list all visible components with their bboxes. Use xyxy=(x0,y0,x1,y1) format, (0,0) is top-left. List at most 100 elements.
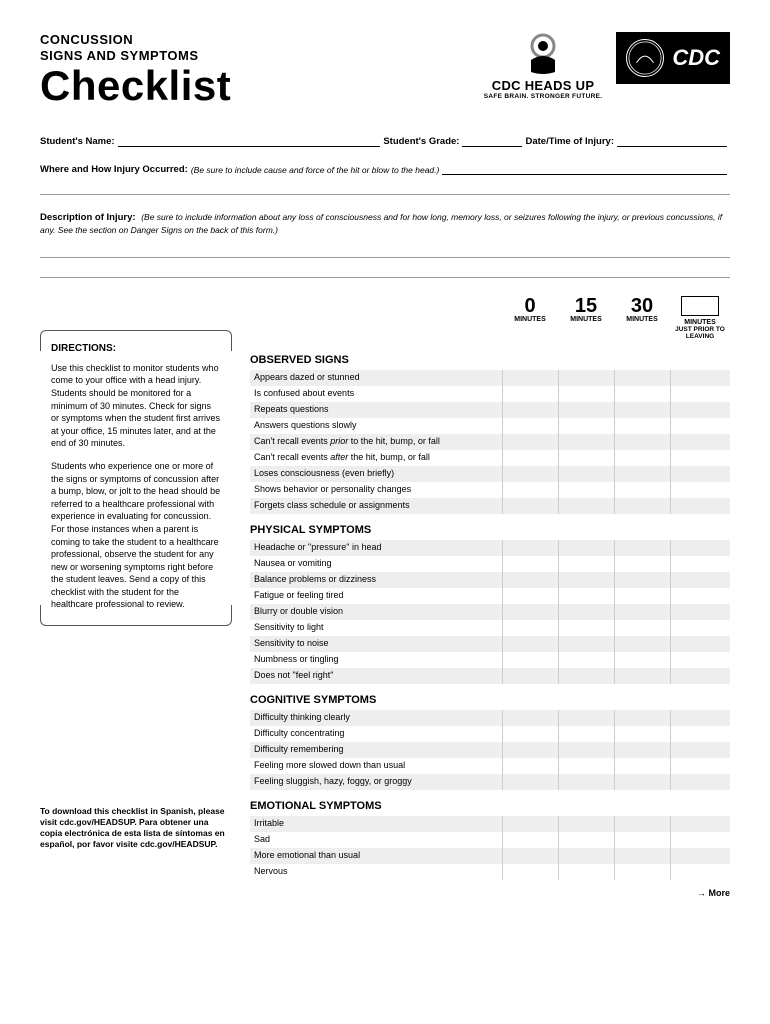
symptom-cell[interactable] xyxy=(502,466,558,482)
symptom-cell[interactable] xyxy=(558,370,614,386)
symptom-cell[interactable] xyxy=(502,540,558,556)
symptom-cell[interactable] xyxy=(670,418,730,434)
symptom-cell[interactable] xyxy=(614,588,670,604)
symptom-cell[interactable] xyxy=(670,710,730,726)
symptom-cell[interactable] xyxy=(558,774,614,790)
symptom-cell[interactable] xyxy=(502,668,558,684)
symptom-cell[interactable] xyxy=(670,402,730,418)
symptom-cell[interactable] xyxy=(558,620,614,636)
symptom-cell[interactable] xyxy=(614,450,670,466)
symptom-cell[interactable] xyxy=(614,668,670,684)
symptom-cell[interactable] xyxy=(558,572,614,588)
symptom-cell[interactable] xyxy=(558,434,614,450)
description-line2[interactable] xyxy=(40,264,730,278)
symptom-cell[interactable] xyxy=(670,726,730,742)
symptom-cell[interactable] xyxy=(614,636,670,652)
symptom-cell[interactable] xyxy=(670,848,730,864)
symptom-cell[interactable] xyxy=(502,636,558,652)
symptom-cell[interactable] xyxy=(502,774,558,790)
symptom-cell[interactable] xyxy=(502,402,558,418)
symptom-cell[interactable] xyxy=(502,418,558,434)
symptom-cell[interactable] xyxy=(670,434,730,450)
symptom-cell[interactable] xyxy=(614,386,670,402)
symptom-cell[interactable] xyxy=(670,588,730,604)
symptom-cell[interactable] xyxy=(670,668,730,684)
student-name-field[interactable] xyxy=(118,135,381,147)
symptom-cell[interactable] xyxy=(502,726,558,742)
symptom-cell[interactable] xyxy=(502,498,558,514)
symptom-cell[interactable] xyxy=(558,386,614,402)
symptom-cell[interactable] xyxy=(614,832,670,848)
symptom-cell[interactable] xyxy=(670,572,730,588)
symptom-cell[interactable] xyxy=(502,604,558,620)
symptom-cell[interactable] xyxy=(502,620,558,636)
symptom-cell[interactable] xyxy=(502,482,558,498)
symptom-cell[interactable] xyxy=(558,652,614,668)
symptom-cell[interactable] xyxy=(502,370,558,386)
symptom-cell[interactable] xyxy=(558,710,614,726)
symptom-cell[interactable] xyxy=(670,466,730,482)
symptom-cell[interactable] xyxy=(614,620,670,636)
symptom-cell[interactable] xyxy=(558,636,614,652)
symptom-cell[interactable] xyxy=(502,386,558,402)
symptom-cell[interactable] xyxy=(502,450,558,466)
symptom-cell[interactable] xyxy=(558,742,614,758)
symptom-cell[interactable] xyxy=(670,652,730,668)
symptom-cell[interactable] xyxy=(558,604,614,620)
symptom-cell[interactable] xyxy=(614,652,670,668)
symptom-cell[interactable] xyxy=(614,498,670,514)
symptom-cell[interactable] xyxy=(670,832,730,848)
symptom-cell[interactable] xyxy=(670,498,730,514)
symptom-cell[interactable] xyxy=(502,832,558,848)
symptom-cell[interactable] xyxy=(614,742,670,758)
symptom-cell[interactable] xyxy=(670,816,730,832)
symptom-cell[interactable] xyxy=(502,556,558,572)
symptom-cell[interactable] xyxy=(670,758,730,774)
symptom-cell[interactable] xyxy=(558,832,614,848)
time-last-box[interactable] xyxy=(681,296,719,316)
symptom-cell[interactable] xyxy=(558,498,614,514)
where-how-line2[interactable] xyxy=(40,181,730,195)
symptom-cell[interactable] xyxy=(558,726,614,742)
symptom-cell[interactable] xyxy=(502,434,558,450)
symptom-cell[interactable] xyxy=(558,556,614,572)
symptom-cell[interactable] xyxy=(670,864,730,880)
symptom-cell[interactable] xyxy=(614,848,670,864)
description-line1[interactable] xyxy=(40,244,730,258)
symptom-cell[interactable] xyxy=(670,386,730,402)
symptom-cell[interactable] xyxy=(502,710,558,726)
where-how-field[interactable] xyxy=(442,163,727,175)
symptom-cell[interactable] xyxy=(614,572,670,588)
symptom-cell[interactable] xyxy=(614,418,670,434)
symptom-cell[interactable] xyxy=(502,848,558,864)
symptom-cell[interactable] xyxy=(670,370,730,386)
symptom-cell[interactable] xyxy=(558,848,614,864)
symptom-cell[interactable] xyxy=(558,466,614,482)
symptom-cell[interactable] xyxy=(614,710,670,726)
symptom-cell[interactable] xyxy=(670,540,730,556)
symptom-cell[interactable] xyxy=(670,742,730,758)
symptom-cell[interactable] xyxy=(614,604,670,620)
symptom-cell[interactable] xyxy=(558,482,614,498)
symptom-cell[interactable] xyxy=(502,652,558,668)
symptom-cell[interactable] xyxy=(614,864,670,880)
symptom-cell[interactable] xyxy=(670,636,730,652)
symptom-cell[interactable] xyxy=(502,816,558,832)
symptom-cell[interactable] xyxy=(614,434,670,450)
symptom-cell[interactable] xyxy=(614,726,670,742)
symptom-cell[interactable] xyxy=(558,668,614,684)
symptom-cell[interactable] xyxy=(614,402,670,418)
symptom-cell[interactable] xyxy=(614,540,670,556)
symptom-cell[interactable] xyxy=(670,620,730,636)
symptom-cell[interactable] xyxy=(558,540,614,556)
symptom-cell[interactable] xyxy=(502,572,558,588)
symptom-cell[interactable] xyxy=(614,556,670,572)
symptom-cell[interactable] xyxy=(614,370,670,386)
symptom-cell[interactable] xyxy=(502,758,558,774)
symptom-cell[interactable] xyxy=(670,556,730,572)
symptom-cell[interactable] xyxy=(558,758,614,774)
student-grade-field[interactable] xyxy=(462,135,522,147)
symptom-cell[interactable] xyxy=(614,758,670,774)
symptom-cell[interactable] xyxy=(558,864,614,880)
symptom-cell[interactable] xyxy=(670,450,730,466)
